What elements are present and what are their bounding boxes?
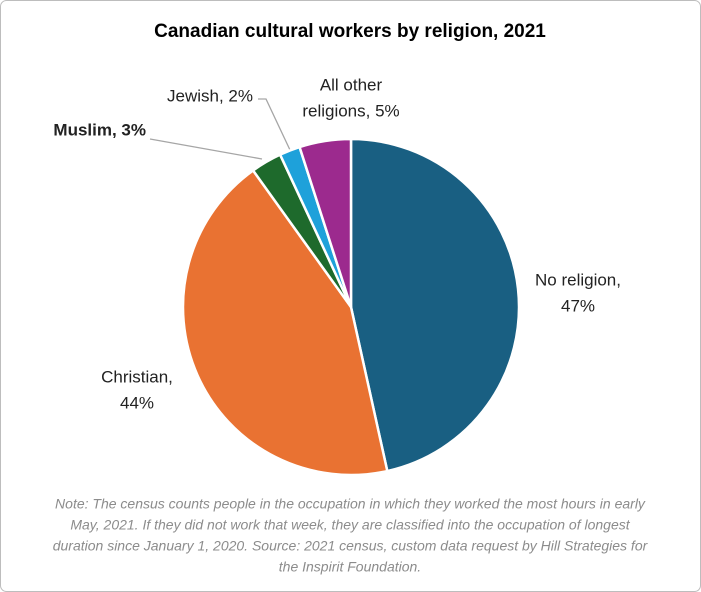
data-label: 47%	[561, 296, 595, 315]
data-label: religions, 5%	[302, 101, 399, 120]
note: May, 2021. If they did not work that wee…	[70, 517, 630, 533]
note: Note: The census counts people in the oc…	[55, 496, 646, 512]
pie-slice	[181, 168, 389, 477]
data-label: Christian,	[101, 367, 173, 386]
data-label: All other	[320, 75, 383, 94]
data-label: No religion,	[535, 270, 621, 289]
note: the Inspirit Foundation.	[279, 559, 421, 575]
leader-line	[258, 98, 291, 151]
chart-title: Canadian cultural workers by religion, 2…	[154, 21, 546, 42]
data-label: Muslim, 3%	[53, 120, 146, 139]
pie-slice	[298, 137, 353, 308]
leader-line	[149, 138, 263, 160]
note: duration since January 1, 2020. Source: …	[53, 538, 649, 554]
data-label: Jewish, 2%	[167, 86, 253, 105]
data-label: 44%	[120, 393, 154, 412]
pie-slice	[349, 137, 521, 473]
